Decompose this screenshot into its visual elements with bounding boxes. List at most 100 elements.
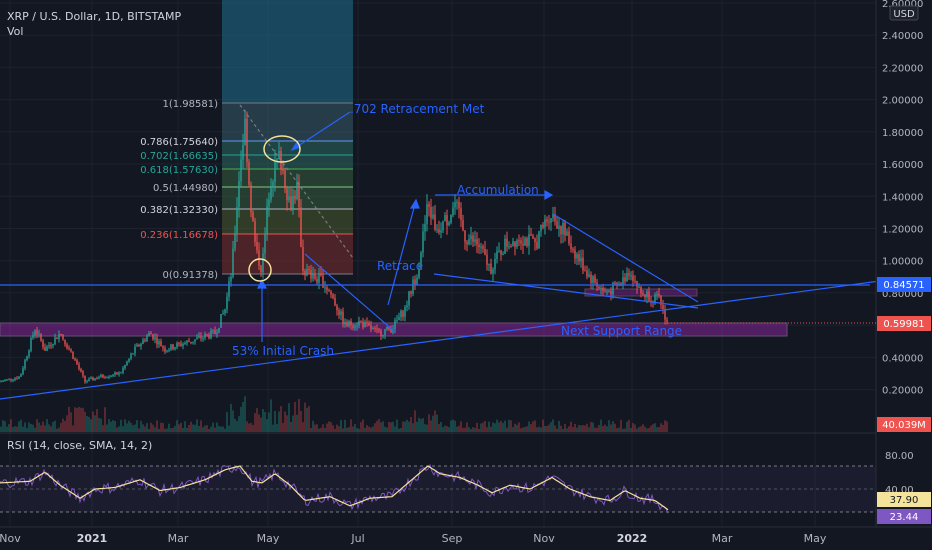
candle-body [648,291,650,301]
volume-bar [130,422,132,432]
candle-body [570,243,572,250]
volume-bar [462,427,464,432]
crash-trendline[interactable] [304,253,395,332]
volume-bar [346,427,348,432]
candle-body [120,372,122,374]
candle-body [248,162,250,185]
volume-bar [248,423,250,432]
volume-bar [480,423,482,432]
fib-retracement-tool[interactable] [222,0,353,274]
time-axis[interactable]: Nov 2021 Mar May Jul Sep Nov 2022 Mar May [0,532,827,545]
candle-body [260,265,262,273]
trendlines[interactable] [0,104,932,400]
candle-body [128,358,130,362]
price-axis[interactable] [876,0,932,527]
candle-body [56,337,58,339]
candle-body [608,290,610,292]
volume-bar [536,427,538,432]
candle-body [344,321,346,325]
volume-bar [352,426,354,432]
volume-bar [276,424,278,432]
candle-body [640,286,642,294]
candle-body [102,374,104,378]
volume-bar [4,421,6,432]
volume-bar [174,425,176,432]
volume-bar [226,411,228,432]
price-tick-6: 1.60000 [882,160,923,171]
volume-bar [524,426,526,432]
volume-bar [338,426,340,432]
vol-label[interactable]: Vol [7,25,23,38]
volume-bar [266,419,268,432]
candle-body [546,219,548,222]
volume-bar [138,428,140,432]
candle-body [140,343,142,347]
candle-body [594,276,596,283]
candle-body [638,286,640,288]
candle-body [470,235,472,240]
volume-bar [252,425,254,432]
volume-bar [232,410,234,432]
candle-body [60,333,62,335]
candle-body [192,341,194,343]
volume-bar [588,427,590,432]
volume-bar [376,420,378,432]
candle-body [362,321,364,328]
candle-body [204,334,206,338]
candle-body [484,248,486,255]
candle-body [274,160,276,182]
volume-bar [428,414,430,432]
candle-body [506,238,508,247]
candle-body [522,243,524,246]
retracement-circle[interactable] [263,135,301,163]
volume-bar [94,415,96,432]
initial-crash-circle[interactable] [248,258,272,282]
descending-resistance-trendline[interactable] [552,213,699,303]
volume-bar [16,426,18,432]
candle-body [22,368,24,375]
volume-bar [450,420,452,432]
candle-body [388,326,390,330]
candle-body [150,333,152,335]
candle-body [358,320,360,326]
long-term-support-trendline[interactable] [0,273,932,400]
candle-body [604,290,606,292]
price-tick-3: 2.20000 [882,63,923,74]
volume-bar [494,423,496,432]
candle-body [194,339,196,342]
candle-body [646,291,648,298]
annotation-retrace: Retrace [377,259,423,273]
candle-body [612,282,614,295]
volume-bar [418,417,420,432]
fib-label-5: 0.382(1.32330) [140,205,218,216]
volume-bar [492,422,494,432]
volume-bar [550,422,552,432]
candle-body [336,305,338,311]
volume-bar [282,422,284,432]
symbol-title[interactable]: XRP / U.S. Dollar, 1D, BITSTAMP [7,10,181,23]
volume-bar [90,419,92,432]
volume-bar [416,421,418,432]
candle-body [38,333,40,335]
volume-bar [454,420,456,432]
price-tick-10: 0.80000 [882,289,923,300]
volume-bar [606,426,608,432]
candle-body [180,343,182,346]
lower-channel-trendline[interactable] [433,273,699,309]
volume-bar [140,420,142,432]
volume-bar [646,428,648,432]
volume-bar [206,425,208,432]
volume-bar [448,427,450,432]
currency-badge[interactable] [889,5,919,21]
volume-bar [420,418,422,432]
candle-body [610,290,612,295]
volume-bar [402,421,404,432]
volume-bar [88,416,90,432]
candle-body [528,234,530,247]
candle-body [228,281,230,297]
candle-body [650,300,652,302]
rsi-label[interactable]: RSI (14, close, SMA, 14, 2) [7,439,152,452]
volume-bar [608,420,610,432]
candle-body [482,246,484,249]
